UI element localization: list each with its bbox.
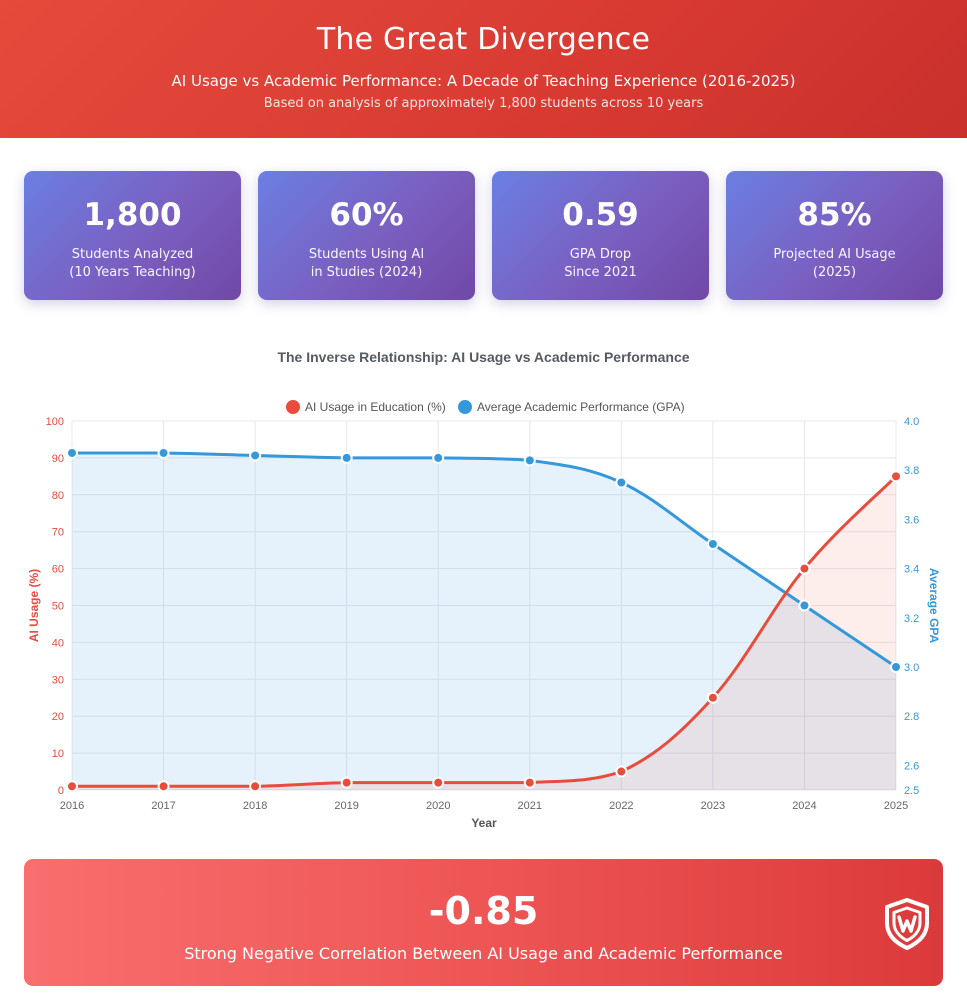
stat-label: Students Analyzed (10 Years Teaching) xyxy=(69,247,196,280)
stat-card-students: 1,800 Students Analyzed (10 Years Teachin… xyxy=(24,171,241,300)
line-chart: 0 10 20 30 40 50 60 70 80 90 100 2.5 2.6 2.8 3.0 3.2 3.4… xyxy=(27,400,941,830)
y-left-tick-label: 50 xyxy=(52,601,64,613)
header-banner: The Great Divergence AI Usage vs Academi… xyxy=(0,0,967,138)
y-left-tick-label: 60 xyxy=(52,564,64,576)
y-right-tick-label: 3.2 xyxy=(904,613,919,625)
y-left-tick-label: 40 xyxy=(52,637,64,649)
legend-label-gpa: Average Academic Performance (GPA) xyxy=(477,400,685,414)
correlation-banner: -0.85 Strong Negative Correlation Betwee… xyxy=(24,859,943,986)
x-tick-label: 2017 xyxy=(151,800,175,812)
stat-card-projected: 85% Projected AI Usage (2025) xyxy=(726,171,943,300)
stat-label: Students Using AI in Studies (2024) xyxy=(308,247,425,280)
x-tick-label: 2018 xyxy=(243,800,267,812)
y-left-tick-label: 20 xyxy=(52,711,64,723)
stat-card-ai-usage: 60% Students Using AI in Studies (2024) xyxy=(258,171,475,300)
y-right-tick-label: 2.6 xyxy=(904,760,919,772)
ai-usage-point xyxy=(523,776,536,789)
x-tick-label: 2025 xyxy=(884,800,908,812)
gpa-point xyxy=(798,599,811,612)
y-left-tick-label: 30 xyxy=(52,674,64,686)
correlation-value: -0.85 xyxy=(428,889,539,933)
ai-usage-point xyxy=(432,776,445,789)
stat-value: 1,800 xyxy=(83,197,182,233)
y-right-tick-label: 3.0 xyxy=(904,662,919,674)
page-title: The Great Divergence xyxy=(316,22,651,57)
stat-value: 85% xyxy=(797,197,872,233)
y-right-axis-title: Average GPA xyxy=(927,568,941,644)
gpa-line xyxy=(72,451,897,669)
ai-usage-point xyxy=(157,780,170,793)
y-left-axis-title: AI Usage (%) xyxy=(27,569,41,642)
ai-usage-point xyxy=(798,562,811,575)
gpa-point xyxy=(340,451,353,464)
y-right-tick-label: 2.8 xyxy=(904,711,919,723)
ai-usage-area xyxy=(72,476,896,790)
stat-value: 60% xyxy=(329,197,404,233)
gpa-point xyxy=(66,446,78,459)
x-tick-label: 2021 xyxy=(518,800,542,812)
legend-marker-ai-usage xyxy=(286,400,300,414)
stat-card-gpa-drop: 0.59 GPA Drop Since 2021 xyxy=(492,171,709,300)
y-right-tick-label: 3.4 xyxy=(904,564,919,576)
ai-usage-point xyxy=(66,780,78,793)
y-right-tick-label: 4.0 xyxy=(904,416,919,428)
source-note: Based on analysis of approximately 1,800… xyxy=(263,96,704,111)
page-subtitle: AI Usage vs Academic Performance: A Deca… xyxy=(171,72,796,90)
y-left-tick-label: 90 xyxy=(52,453,64,465)
ai-usage-point xyxy=(340,776,353,789)
ai-usage-line xyxy=(72,475,898,788)
gpa-point xyxy=(615,476,628,489)
stat-label: Projected AI Usage (2025) xyxy=(773,247,896,280)
y-left-tick-label: 0 xyxy=(58,785,64,797)
stat-value: 0.59 xyxy=(562,197,639,233)
ai-usage-point xyxy=(890,470,902,483)
x-tick-label: 2022 xyxy=(609,800,633,812)
x-tick-label: 2020 xyxy=(426,800,450,812)
gpa-point xyxy=(890,661,902,673)
x-tick-label: 2024 xyxy=(792,800,816,812)
shield-logo-icon xyxy=(885,898,929,950)
y-right-tick-label: 3.6 xyxy=(904,514,919,526)
ai-usage-point xyxy=(249,780,262,793)
y-right-tick-label: 3.8 xyxy=(904,465,919,477)
x-tick-label: 2019 xyxy=(334,800,358,812)
chart-title: The Inverse Relationship: AI Usage vs Ac… xyxy=(277,349,690,365)
y-right-tick-label: 2.5 xyxy=(904,785,919,797)
x-tick-label: 2023 xyxy=(701,800,725,812)
y-left-tick-label: 70 xyxy=(52,527,64,539)
x-axis-title: Year xyxy=(471,816,497,830)
gpa-area xyxy=(72,452,896,790)
y-left-tick-label: 100 xyxy=(46,416,64,428)
stat-label: GPA Drop Since 2021 xyxy=(564,247,637,280)
legend-label-ai-usage: AI Usage in Education (%) xyxy=(305,400,446,414)
gpa-point xyxy=(432,451,445,464)
x-tick-label: 2016 xyxy=(60,800,84,812)
legend-marker-gpa xyxy=(458,400,472,414)
gpa-point xyxy=(523,454,536,467)
ai-usage-point xyxy=(615,765,628,778)
ai-usage-point xyxy=(706,691,719,704)
gpa-point xyxy=(706,538,719,550)
correlation-label: Strong Negative Correlation Between AI U… xyxy=(184,944,783,963)
y-left-tick-label: 80 xyxy=(52,490,64,502)
gpa-point xyxy=(249,449,262,462)
gpa-point xyxy=(157,446,170,459)
y-left-tick-label: 10 xyxy=(52,748,64,760)
